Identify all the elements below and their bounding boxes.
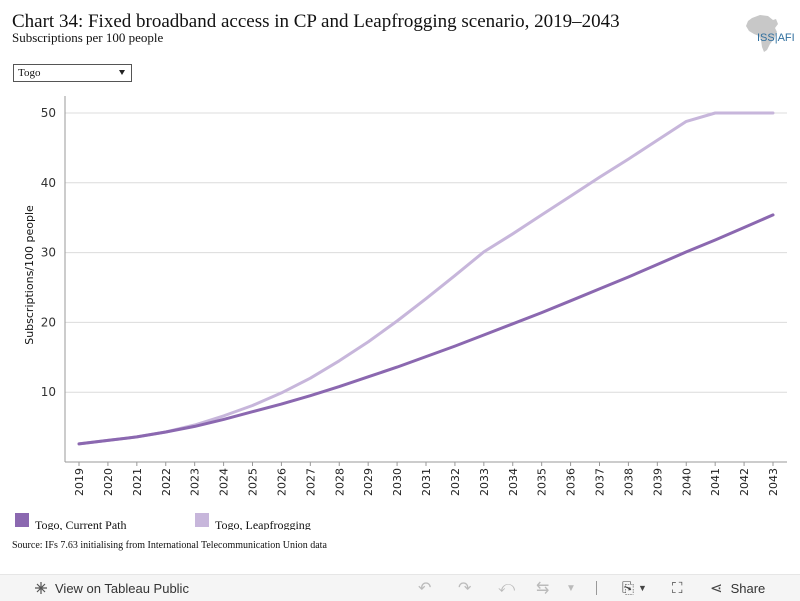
chart-subtitle: Subscriptions per 100 people: [12, 30, 164, 45]
x-tick-label: 2026: [275, 468, 288, 496]
x-tick-label: 2040: [680, 468, 693, 496]
legend-label-current-path: Togo, Current Path: [35, 518, 127, 530]
x-tick-label: 2031: [420, 468, 433, 496]
x-tick-label: 2019: [73, 468, 86, 496]
legend-label-leapfrogging: Togo, Leapfrogging: [215, 518, 311, 530]
country-select-value: Togo: [18, 67, 41, 79]
africa-map-icon: [746, 15, 778, 52]
x-tick-label: 2037: [594, 468, 607, 496]
share-button[interactable]: ⋖ Share: [710, 575, 765, 601]
refresh-options-chevron-icon[interactable]: ▼: [566, 582, 576, 594]
x-tick-label: 2036: [565, 468, 578, 496]
tableau-toolbar: View on Tableau Public ↶ ↷ ⤺ ⇆ ▼ ⎘ ▼ ⛶ ⋖…: [0, 574, 800, 601]
x-tick-label: 2032: [449, 468, 462, 496]
series-line-current-path: [77, 213, 775, 446]
share-icon: ⋖: [710, 580, 723, 597]
y-tick-label: 30: [41, 246, 56, 260]
view-on-tableau-button[interactable]: View on Tableau Public: [34, 575, 189, 601]
series-line-leapfrogging: [77, 111, 775, 446]
x-tick-label: 2023: [189, 468, 202, 496]
y-axis-title: Subscriptions/100 people: [23, 205, 36, 345]
view-on-tableau-label: View on Tableau Public: [55, 580, 189, 596]
x-tick-label: 2035: [536, 468, 549, 496]
x-tick-label: 2033: [478, 468, 491, 496]
x-tick-label: 2027: [304, 468, 317, 496]
legend: Togo, Current Path Togo, Leapfrogging: [0, 512, 800, 530]
x-tick-label: 2041: [709, 468, 722, 496]
download-chevron-icon: ▼: [638, 583, 647, 593]
revert-icon[interactable]: ⤺: [498, 579, 516, 596]
x-tick-label: 2029: [362, 468, 375, 496]
share-label: Share: [730, 580, 766, 596]
y-tick-label: 20: [41, 315, 56, 329]
chart-title: Chart 34: Fixed broadband access in CP a…: [12, 11, 620, 32]
x-tick-label: 2042: [738, 468, 751, 496]
x-tick-label: 2038: [622, 468, 635, 496]
legend-swatch-leapfrogging: [195, 513, 209, 527]
x-tick-label: 2020: [102, 468, 115, 496]
toolbar-divider: [596, 581, 597, 595]
x-tick-label: 2022: [160, 468, 173, 496]
x-tick-label: 2043: [767, 468, 780, 496]
refresh-icon[interactable]: ⇆: [536, 580, 550, 597]
logo-text: ISS|AFI: [757, 32, 795, 44]
legend-swatch-current-path: [15, 513, 29, 527]
country-select[interactable]: Togo: [13, 64, 132, 82]
x-tick-label: 2039: [651, 468, 664, 496]
redo-icon[interactable]: ↷: [458, 580, 472, 597]
download-button[interactable]: ⎘ ▼: [622, 575, 647, 601]
x-tick-label: 2034: [507, 468, 520, 496]
x-tick-label: 2024: [218, 468, 231, 496]
download-icon: ⎘: [622, 579, 635, 597]
undo-icon[interactable]: ↶: [418, 580, 432, 597]
chevron-down-icon: [119, 70, 125, 75]
source-note: Source: IFs 7.63 initialising from Inter…: [12, 540, 327, 551]
y-tick-label: 40: [41, 176, 56, 190]
x-tick-label: 2030: [391, 468, 404, 496]
tableau-logo-icon: [35, 582, 47, 594]
x-tick-label: 2021: [131, 468, 144, 496]
y-tick-label: 10: [41, 385, 56, 399]
y-tick-label: 50: [41, 106, 56, 120]
x-tick-label: 2028: [333, 468, 346, 496]
fullscreen-icon[interactable]: ⛶: [672, 579, 683, 597]
x-tick-label: 2025: [247, 468, 260, 496]
